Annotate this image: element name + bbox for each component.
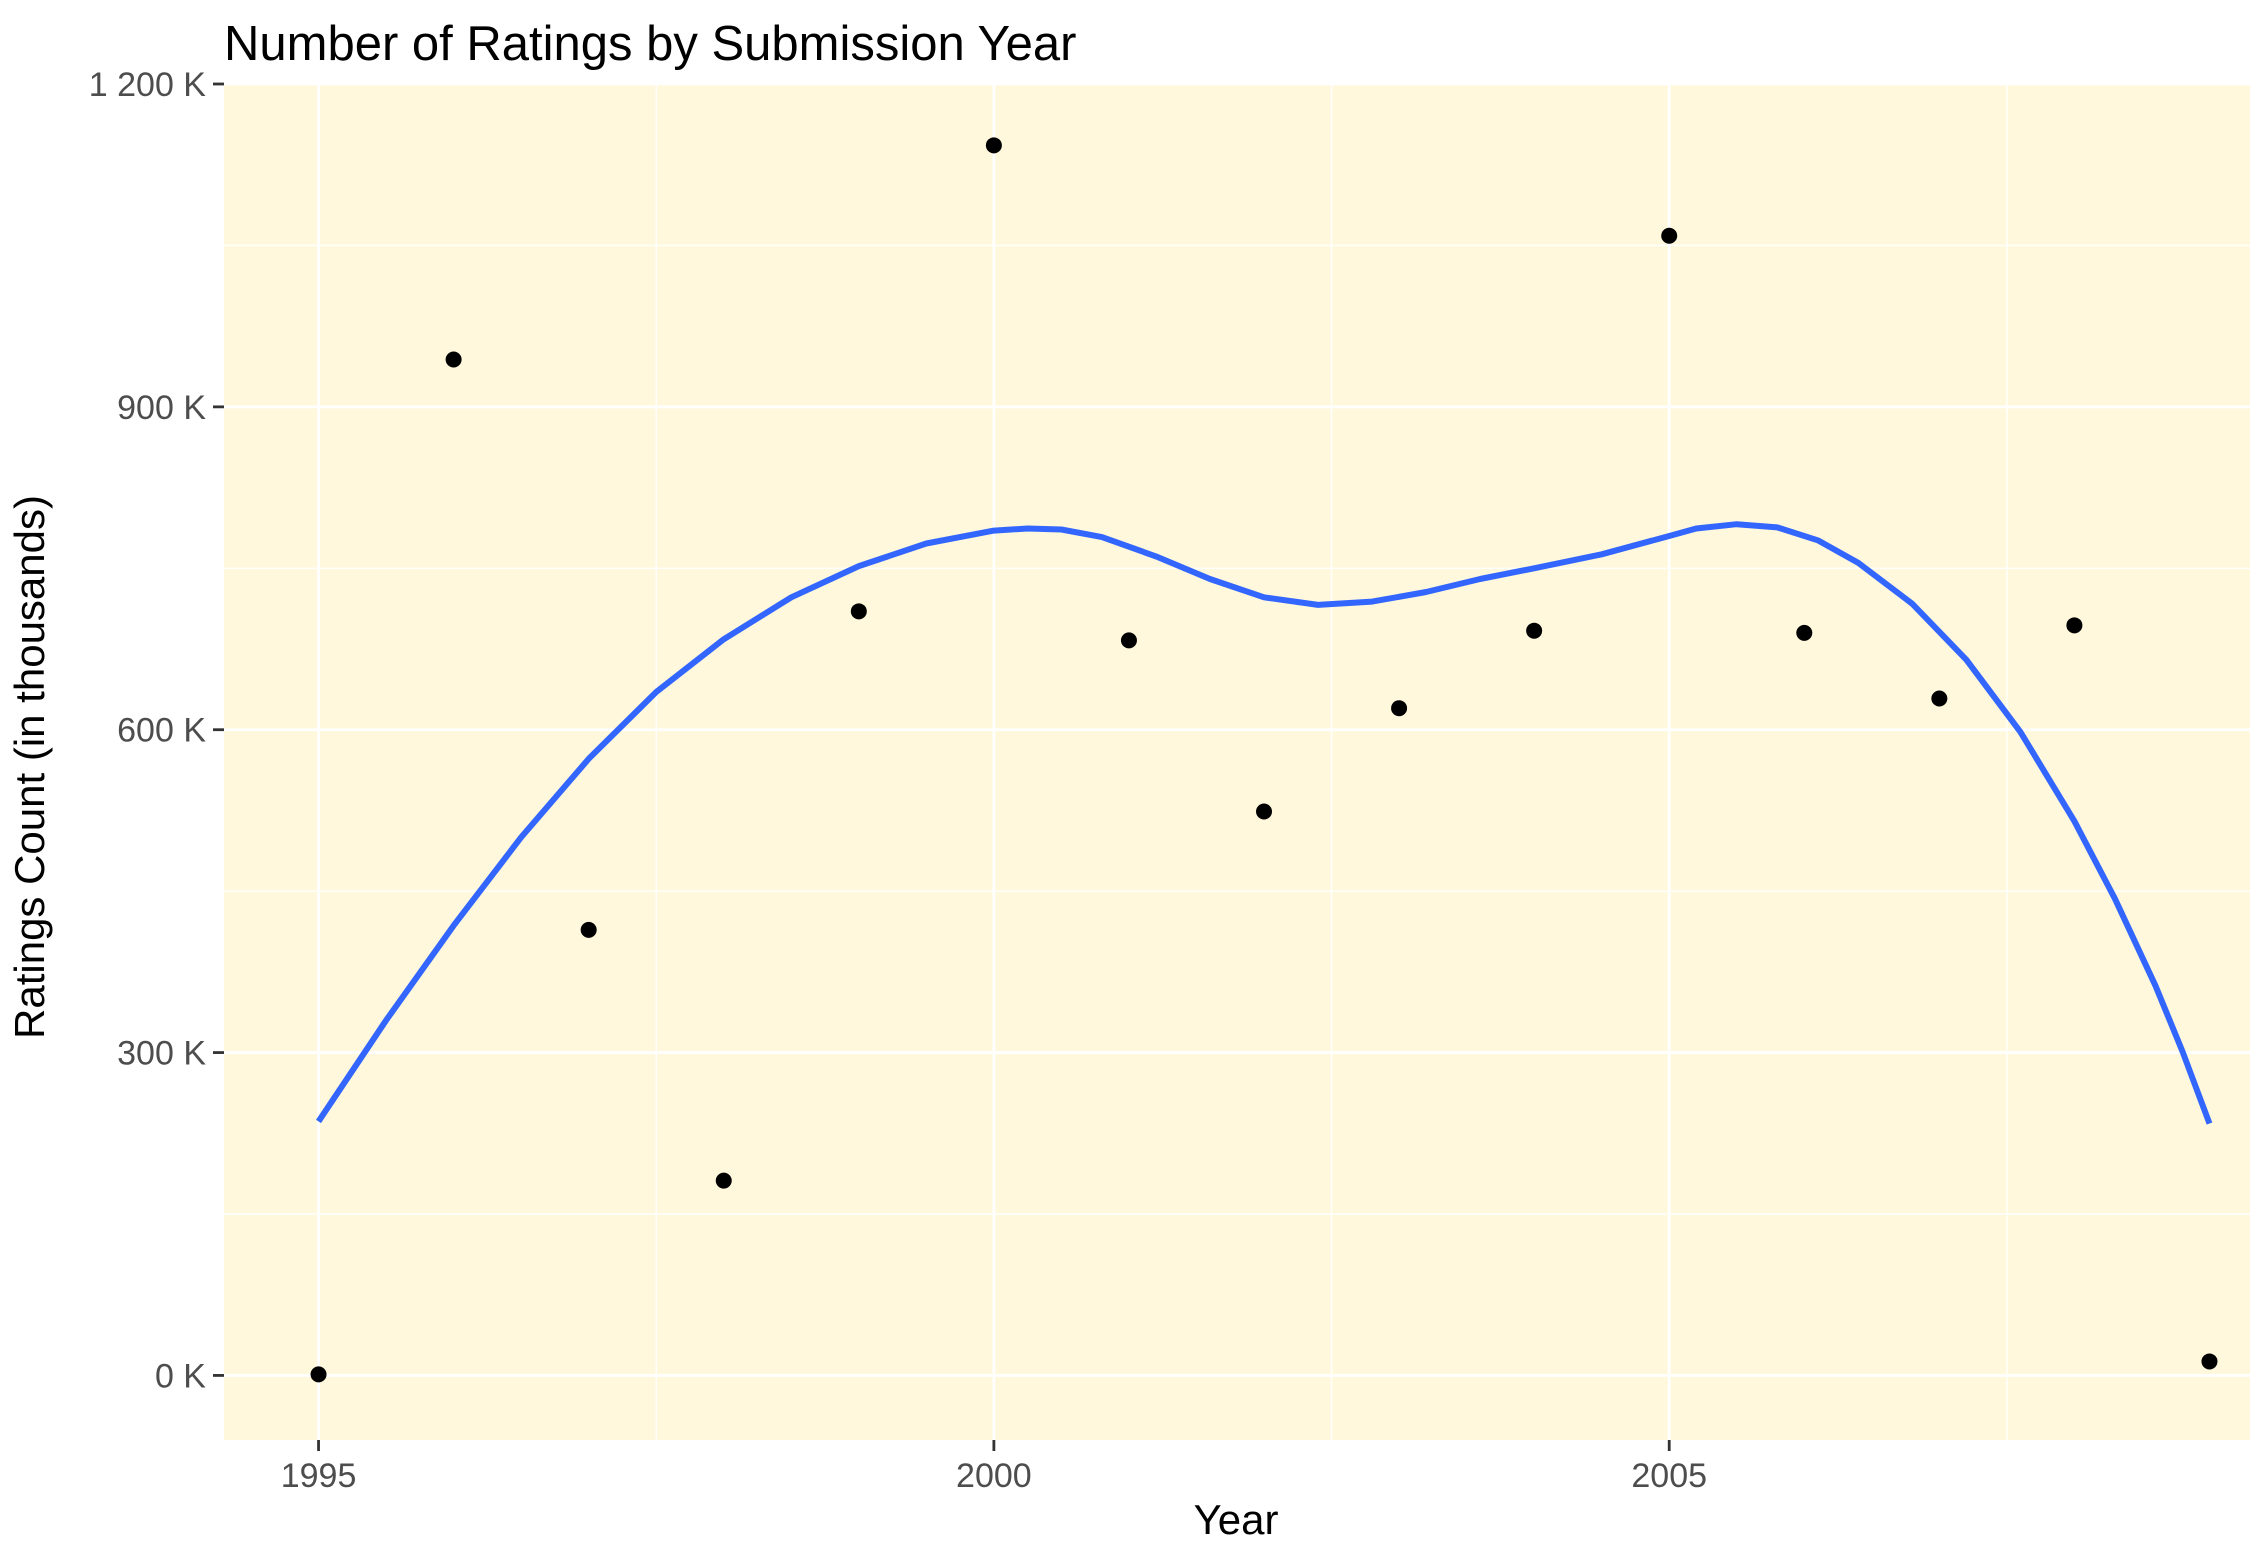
- y-axis-title: Ratings Count (in thousands): [6, 495, 53, 1039]
- minor-gridlines: [224, 84, 2250, 1440]
- data-point: [1796, 624, 1813, 641]
- data-point: [310, 1366, 327, 1383]
- data-point: [445, 351, 462, 368]
- data-point: [1120, 632, 1137, 649]
- y-tick-label: 900 K: [117, 389, 206, 427]
- x-tick-label: 1995: [281, 1457, 357, 1495]
- y-tick-label: 300 K: [117, 1035, 206, 1073]
- x-axis: 1995 2000 2005: [281, 1440, 1707, 1495]
- major-gridlines: [224, 82, 2250, 1440]
- data-point: [985, 137, 1002, 154]
- data-point: [850, 603, 867, 620]
- data-points: [310, 137, 2218, 1383]
- y-tick-label: 1 200 K: [89, 66, 207, 104]
- data-point: [580, 921, 597, 938]
- data-point: [715, 1172, 732, 1189]
- x-tick-label: 2005: [1631, 1457, 1707, 1495]
- y-tick-label: 0 K: [155, 1357, 206, 1395]
- data-point: [1661, 227, 1678, 244]
- x-tick-label: 2000: [956, 1457, 1032, 1495]
- plot-panel: [224, 84, 2250, 1440]
- data-point: [1526, 622, 1543, 639]
- y-axis: 0 K 300 K 600 K 900 K 1 200 K: [89, 66, 224, 1395]
- x-axis-title: Year: [1194, 1496, 1279, 1543]
- data-point: [1256, 803, 1273, 820]
- data-point: [2066, 617, 2083, 634]
- data-point: [1391, 700, 1408, 717]
- y-tick-label: 600 K: [117, 712, 206, 750]
- smooth-trend-line: [316, 521, 2213, 1125]
- data-point: [1931, 690, 1948, 707]
- data-point: [2201, 1353, 2218, 1370]
- chart-title: Number of Ratings by Submission Year: [224, 17, 1077, 71]
